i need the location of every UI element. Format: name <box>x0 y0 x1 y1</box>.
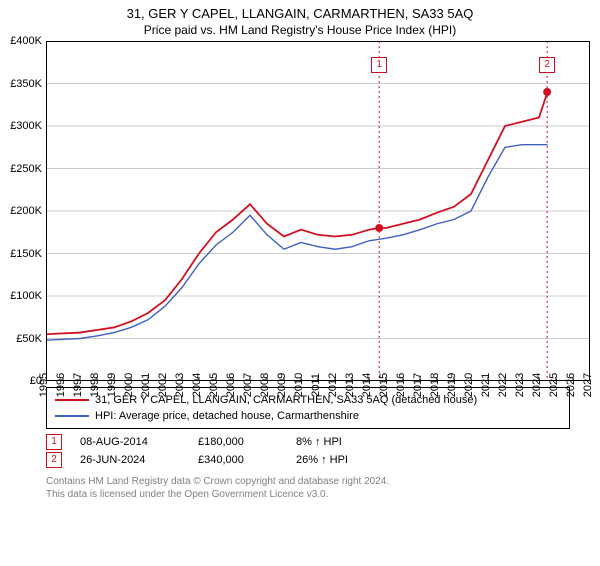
sale-row-marker: 2 <box>46 452 62 468</box>
x-tick-label: 1997 <box>72 373 84 397</box>
footer-line2: This data is licensed under the Open Gov… <box>46 488 570 501</box>
x-tick-label: 2010 <box>293 373 305 397</box>
legend-item: HPI: Average price, detached house, Carm… <box>55 408 561 424</box>
x-tick-label: 2008 <box>259 373 271 397</box>
y-tick-label: £300K <box>10 120 42 132</box>
chart-subtitle: Price paid vs. HM Land Registry's House … <box>0 23 600 37</box>
sale-marker-1: 1 <box>371 57 387 73</box>
sale-row-marker: 1 <box>46 434 62 450</box>
sale-row: 2 26-JUN-2024 £340,000 26% ↑ HPI <box>46 451 570 469</box>
y-tick-label: £200K <box>10 205 42 217</box>
sale-pct: 26% ↑ HPI <box>296 451 386 469</box>
chart-svg <box>46 41 590 381</box>
y-tick-label: £50K <box>16 333 42 345</box>
sale-date: 08-AUG-2014 <box>80 433 180 451</box>
legend-label: HPI: Average price, detached house, Carm… <box>95 408 359 424</box>
footer: Contains HM Land Registry data © Crown c… <box>46 475 570 501</box>
sale-list: 1 08-AUG-2014 £180,000 8% ↑ HPI 2 26-JUN-2024… <box>46 433 570 469</box>
x-tick-label: 2022 <box>497 373 509 397</box>
y-tick-label: £150K <box>10 248 42 260</box>
x-tick-label: 2021 <box>480 373 492 397</box>
x-tick-label: 2000 <box>123 373 135 397</box>
x-tick-label: 2017 <box>412 373 424 397</box>
x-tick-label: 2027 <box>582 373 594 397</box>
x-tick-label: 2012 <box>327 373 339 397</box>
x-tick-label: 2019 <box>446 373 458 397</box>
x-tick-label: 2011 <box>310 373 322 397</box>
y-tick-label: £250K <box>10 163 42 175</box>
sale-price: £180,000 <box>198 433 278 451</box>
chart-title: 31, GER Y CAPEL, LLANGAIN, CARMARTHEN, S… <box>0 6 600 21</box>
y-tick-label: £350K <box>10 78 42 90</box>
x-tick-label: 2020 <box>463 373 475 397</box>
y-tick-label: £100K <box>10 290 42 302</box>
x-tick-label: 2001 <box>140 373 152 397</box>
x-tick-label: 1995 <box>38 373 50 397</box>
x-tick-label: 2002 <box>157 373 169 397</box>
footer-line1: Contains HM Land Registry data © Crown c… <box>46 475 570 488</box>
x-tick-label: 2015 <box>378 373 390 397</box>
sale-row: 1 08-AUG-2014 £180,000 8% ↑ HPI <box>46 433 570 451</box>
y-tick-label: £400K <box>10 35 42 47</box>
x-tick-label: 2024 <box>531 373 543 397</box>
x-tick-label: 2004 <box>191 373 203 397</box>
x-tick-label: 2013 <box>344 373 356 397</box>
sale-marker-2: 2 <box>539 57 555 73</box>
x-tick-label: 2016 <box>395 373 407 397</box>
x-tick-label: 2007 <box>242 373 254 397</box>
legend-swatch <box>55 415 89 417</box>
sale-pct: 8% ↑ HPI <box>296 433 386 451</box>
x-tick-label: 2018 <box>429 373 441 397</box>
legend-swatch <box>55 399 89 401</box>
x-tick-label: 2014 <box>361 373 373 397</box>
x-tick-label: 2026 <box>565 373 577 397</box>
x-tick-label: 2025 <box>548 373 560 397</box>
sale-date: 26-JUN-2024 <box>80 451 180 469</box>
sale-price: £340,000 <box>198 451 278 469</box>
x-tick-label: 1996 <box>55 373 67 397</box>
x-tick-label: 2003 <box>174 373 186 397</box>
chart-area: £0£50K£100K£150K£200K£250K£300K£350K£400… <box>46 41 590 381</box>
x-tick-label: 2009 <box>276 373 288 397</box>
x-tick-label: 2006 <box>225 373 237 397</box>
x-tick-label: 1999 <box>106 373 118 397</box>
x-tick-label: 2005 <box>208 373 220 397</box>
x-tick-label: 1998 <box>89 373 101 397</box>
x-tick-label: 2023 <box>514 373 526 397</box>
